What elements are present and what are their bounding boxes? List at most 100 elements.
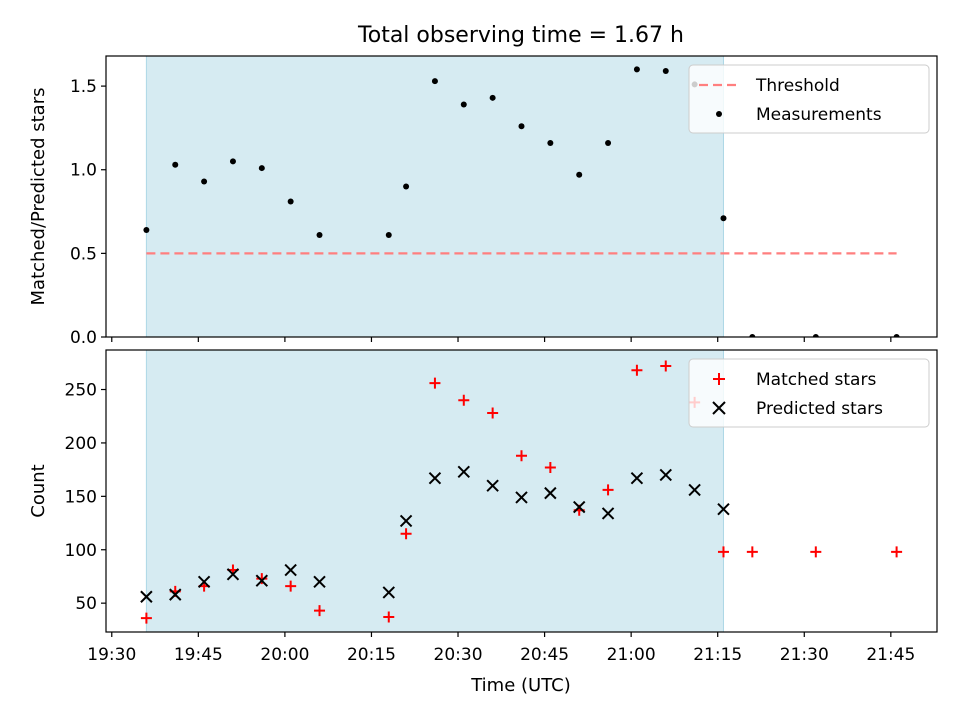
matched-star-point bbox=[487, 407, 499, 419]
y-tick-label: 1.5 bbox=[70, 77, 97, 97]
y-tick-label: 1.0 bbox=[70, 161, 97, 181]
x-tick-label: 20:45 bbox=[520, 645, 569, 665]
measurement-point bbox=[143, 226, 150, 233]
legend-label: Measurements bbox=[756, 105, 882, 125]
matched-star-point bbox=[458, 394, 470, 406]
matched-star-point bbox=[717, 546, 729, 558]
predicted-star-point bbox=[630, 471, 644, 485]
plot-area bbox=[140, 350, 903, 632]
predicted-star-point bbox=[140, 590, 153, 603]
x-tick-label: 21:15 bbox=[693, 645, 742, 665]
x-tick-label: 21:45 bbox=[866, 645, 915, 665]
predicted-star-point bbox=[399, 514, 413, 528]
matched-star-point bbox=[383, 611, 395, 623]
predicted-star-point bbox=[226, 568, 240, 581]
measurement-point bbox=[605, 139, 612, 146]
legend-box bbox=[688, 358, 930, 428]
matched-star-point bbox=[746, 546, 758, 558]
measurement-point bbox=[460, 101, 467, 108]
y-tick-label: 50 bbox=[75, 594, 97, 614]
matched-star-point bbox=[602, 484, 614, 496]
legend-label: Predicted stars bbox=[756, 399, 883, 419]
measurement-point bbox=[287, 198, 294, 205]
predicted-star-point bbox=[515, 491, 528, 504]
predicted-star-point bbox=[717, 502, 730, 516]
measurement-point bbox=[547, 139, 554, 146]
matched-star-point bbox=[314, 605, 326, 617]
measurement-point bbox=[431, 78, 438, 85]
x-tick-label: 20:00 bbox=[260, 645, 309, 665]
chart-title: Total observing time = 1.67 h bbox=[357, 23, 684, 48]
measurement-point bbox=[229, 158, 236, 165]
measurement-point bbox=[403, 183, 410, 190]
y-tick-label: 150 bbox=[65, 487, 97, 507]
panel-ratio: 0.0 0.5 1.0 1.5 Matched/Predicted stars Thres… bbox=[28, 55, 938, 348]
measurement-point bbox=[812, 334, 819, 337]
measurement-point bbox=[316, 231, 323, 238]
matched-star-point bbox=[140, 612, 152, 624]
matched-star-point bbox=[544, 462, 556, 473]
measurement-point bbox=[720, 215, 727, 222]
matched-star-point bbox=[631, 364, 643, 376]
predicted-star-point bbox=[169, 588, 182, 601]
measurement-point bbox=[201, 178, 208, 185]
x-tick-label: 19:30 bbox=[87, 645, 136, 665]
predicted-star-point bbox=[688, 483, 701, 497]
observing-span bbox=[145, 56, 724, 337]
matched-star-point bbox=[660, 360, 672, 372]
measurement-point bbox=[172, 161, 179, 168]
measurement-point bbox=[385, 231, 392, 238]
x-tick-label: 21:30 bbox=[780, 645, 829, 665]
legend-matched-marker bbox=[713, 373, 725, 385]
measurement-point bbox=[633, 66, 640, 73]
y-tick-label: 200 bbox=[65, 434, 97, 454]
predicted-star-point bbox=[313, 575, 326, 589]
x-tick-label: 20:15 bbox=[347, 645, 396, 665]
matched-star-point bbox=[891, 546, 903, 558]
predicted-star-point bbox=[544, 486, 557, 500]
measurement-point bbox=[749, 334, 756, 337]
legend-predicted-marker bbox=[712, 401, 726, 415]
y-tick-label: 250 bbox=[65, 381, 97, 401]
matched-star-point bbox=[400, 528, 412, 540]
matched-star-point bbox=[810, 546, 822, 558]
measurement-point bbox=[518, 123, 525, 130]
predicted-star-point bbox=[601, 507, 615, 520]
plot-area bbox=[143, 56, 900, 337]
legend-box bbox=[688, 64, 930, 134]
predicted-star-point bbox=[382, 586, 395, 599]
measurement-point bbox=[893, 334, 900, 337]
predicted-star-point bbox=[255, 574, 269, 587]
matched-star-point bbox=[256, 573, 268, 585]
predicted-star-point bbox=[428, 471, 442, 485]
y-tick-label: 0.0 bbox=[70, 328, 97, 348]
x-tick-label: 21:00 bbox=[607, 645, 656, 665]
matched-star-point bbox=[285, 580, 297, 592]
predicted-star-point bbox=[573, 500, 586, 514]
measurement-point bbox=[576, 171, 583, 178]
predicted-star-point bbox=[457, 465, 470, 478]
observing-span bbox=[145, 350, 724, 632]
legend-label: Threshold bbox=[755, 76, 840, 96]
predicted-star-point bbox=[284, 563, 297, 577]
axes-frame bbox=[105, 349, 938, 633]
measurement-point bbox=[258, 165, 265, 172]
predicted-star-point bbox=[486, 479, 499, 492]
x-axis-label: Time (UTC) bbox=[470, 675, 571, 696]
x-tick-label: 19:45 bbox=[174, 645, 223, 665]
measurement-point bbox=[662, 68, 669, 75]
x-tick-label: 20:30 bbox=[434, 645, 483, 665]
y-tick-label: 0.5 bbox=[70, 244, 97, 264]
legend-label: Matched stars bbox=[756, 370, 876, 390]
y-tick-label: 100 bbox=[65, 541, 97, 561]
y-axis-label: Matched/Predicted stars bbox=[28, 88, 49, 306]
matched-star-point bbox=[429, 377, 441, 389]
predicted-star-point bbox=[659, 468, 672, 482]
panel-counts: 50 100 150 200 250 Count 19:30 19:45 20:00 20:15 2… bbox=[28, 349, 938, 665]
measurement-point bbox=[489, 94, 496, 101]
legend-measurement-marker bbox=[716, 111, 722, 117]
y-axis-label: Count bbox=[28, 464, 49, 517]
matched-star-point bbox=[516, 450, 527, 462]
axes-frame bbox=[105, 55, 938, 338]
